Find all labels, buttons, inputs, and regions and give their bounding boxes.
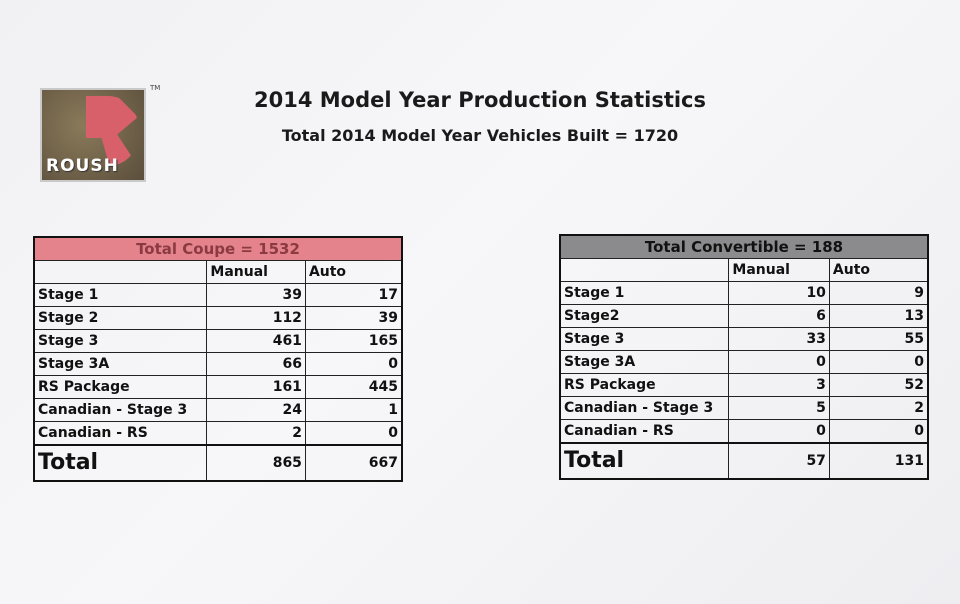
total-auto: 667 <box>304 444 403 482</box>
manual-value: 161 <box>206 375 306 399</box>
table-row: Stage 2 112 39 <box>33 306 403 330</box>
coupe-table: Total Coupe = 1532 Manual Auto Stage 1 39… <box>33 236 403 482</box>
manual-value: 33 <box>728 327 830 351</box>
manual-value: 10 <box>728 281 830 305</box>
table-row: RS Package 161 445 <box>33 375 403 399</box>
page-title: 2014 Model Year Production Statistics <box>253 88 706 112</box>
convertible-col-blank <box>559 258 730 282</box>
table-row: Stage 3 461 165 <box>33 329 403 353</box>
auto-value: 0 <box>828 419 929 444</box>
convertible-table: Total Convertible = 188 Manual Auto Stag… <box>559 234 929 480</box>
row-label: Canadian - Stage 3 <box>33 398 208 422</box>
roush-logo-text: ROUSH <box>46 156 119 176</box>
manual-value: 2 <box>206 421 306 446</box>
roush-logo: ROUSH <box>40 88 146 182</box>
total-row: Total 865 667 <box>33 444 403 482</box>
coupe-col-blank <box>33 260 208 284</box>
total-manual: 57 <box>728 442 830 480</box>
manual-value: 3 <box>728 373 830 397</box>
manual-value: 5 <box>728 396 830 420</box>
auto-value: 0 <box>304 352 403 376</box>
table-row: Stage 3 33 55 <box>559 327 929 351</box>
total-row: Total 57 131 <box>559 442 929 480</box>
row-label: Canadian - RS <box>559 419 730 444</box>
auto-value: 52 <box>828 373 929 397</box>
row-label: Stage 2 <box>33 306 208 330</box>
total-label: Total <box>559 442 730 480</box>
auto-value: 9 <box>828 281 929 305</box>
table-row: RS Package 3 52 <box>559 373 929 397</box>
auto-value: 55 <box>828 327 929 351</box>
row-label: Stage 3A <box>33 352 208 376</box>
manual-value: 39 <box>206 283 306 307</box>
auto-value: 1 <box>304 398 403 422</box>
table-row: Stage 3A 0 0 <box>559 350 929 374</box>
convertible-col-manual: Manual <box>728 258 830 282</box>
table-row: Canadian - Stage 3 24 1 <box>33 398 403 422</box>
coupe-col-auto: Auto <box>304 260 403 284</box>
row-label: Canadian - Stage 3 <box>559 396 730 420</box>
table-row: Stage 1 10 9 <box>559 281 929 305</box>
total-auto: 131 <box>828 442 929 480</box>
table-row: Stage2 6 13 <box>559 304 929 328</box>
row-label: Stage 1 <box>33 283 208 307</box>
auto-value: 13 <box>828 304 929 328</box>
auto-value: 0 <box>828 350 929 374</box>
coupe-col-manual: Manual <box>206 260 306 284</box>
manual-value: 0 <box>728 419 830 444</box>
convertible-table-header: Total Convertible = 188 <box>559 234 929 259</box>
manual-value: 24 <box>206 398 306 422</box>
row-label: Canadian - RS <box>33 421 208 446</box>
row-label: Stage2 <box>559 304 730 328</box>
manual-value: 461 <box>206 329 306 353</box>
manual-value: 0 <box>728 350 830 374</box>
total-manual: 865 <box>206 444 306 482</box>
convertible-col-auto: Auto <box>828 258 929 282</box>
row-label: RS Package <box>559 373 730 397</box>
manual-value: 6 <box>728 304 830 328</box>
row-label: Stage 3A <box>559 350 730 374</box>
row-label: Stage 3 <box>559 327 730 351</box>
coupe-table-header: Total Coupe = 1532 <box>33 236 403 261</box>
table-row: Stage 3A 66 0 <box>33 352 403 376</box>
table-row: Canadian - RS 2 0 <box>33 421 403 446</box>
auto-value: 0 <box>304 421 403 446</box>
auto-value: 39 <box>304 306 403 330</box>
page-subtitle: Total 2014 Model Year Vehicles Built = 1… <box>281 126 679 145</box>
row-label: Stage 1 <box>559 281 730 305</box>
auto-value: 17 <box>304 283 403 307</box>
auto-value: 445 <box>304 375 403 399</box>
total-label: Total <box>33 444 208 482</box>
table-row: Stage 1 39 17 <box>33 283 403 307</box>
row-label: Stage 3 <box>33 329 208 353</box>
manual-value: 66 <box>206 352 306 376</box>
auto-value: 165 <box>304 329 403 353</box>
table-row: Canadian - RS 0 0 <box>559 419 929 444</box>
row-label: RS Package <box>33 375 208 399</box>
auto-value: 2 <box>828 396 929 420</box>
manual-value: 112 <box>206 306 306 330</box>
trademark-mark: TM <box>150 84 161 92</box>
